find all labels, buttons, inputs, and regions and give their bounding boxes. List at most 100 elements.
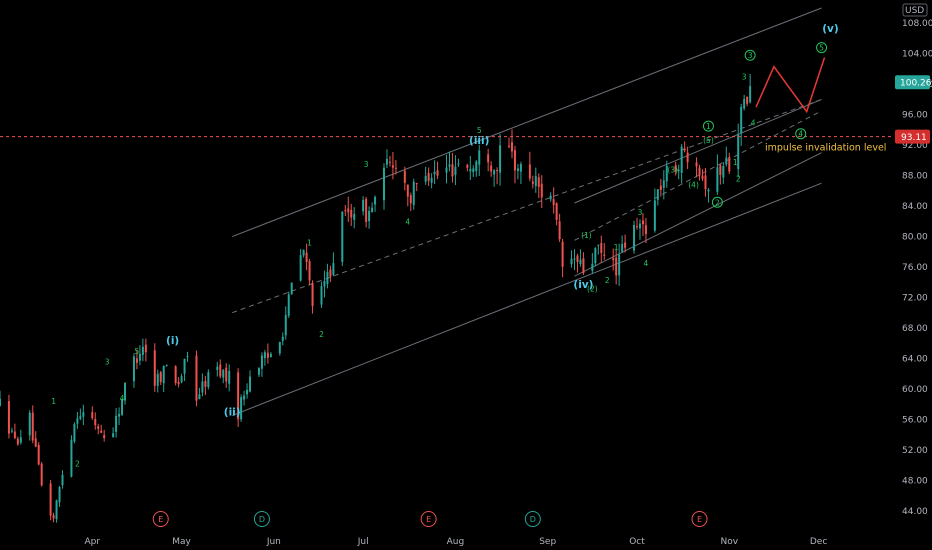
event-marker[interactable] [253,511,270,527]
wave-label: 5 [819,44,824,53]
wave-label: 2 [736,175,741,184]
candle-body [162,366,165,384]
candle-body [94,418,97,426]
event-marker[interactable] [420,511,437,527]
y-tick-label: 76.00 [902,263,928,273]
candle-body [591,263,594,271]
candle-body [513,150,516,171]
candle-body [433,171,436,175]
candle-body [308,261,311,281]
candle-body [281,336,284,341]
candle-body [144,344,147,353]
candle-body [302,249,305,256]
y-tick-label: 68.00 [902,324,928,334]
candle-body [576,255,579,263]
candle-body [603,254,606,256]
event-marker-label: E [426,515,431,524]
wave-circle [816,42,828,54]
candle-body [424,175,427,182]
event-marker[interactable] [152,511,169,527]
wave-label: 4 [120,394,125,403]
channel-line [574,98,822,204]
invalidation-price-label: 93.11 [901,133,927,143]
y-tick-label: 52.00 [902,446,928,456]
last-price-label: 100.26 [900,79,932,89]
candle-body [537,177,540,187]
candle-body [320,286,323,305]
candle-body [305,252,308,262]
candle-body [448,164,451,167]
candle-body [612,258,615,261]
candle-body [31,412,34,441]
candle-body [249,376,252,392]
candle-body [219,364,222,377]
candle-body [222,369,225,378]
candle-body [680,146,683,173]
candle-body [246,389,249,395]
wave-label: 4 [405,217,410,226]
candle-body [350,209,353,218]
wave-label: 2 [75,460,80,469]
channel-line [574,110,822,241]
candle-body [118,414,121,417]
y-tick-label: 108.00 [902,19,932,29]
wave-label: 3 [638,208,643,217]
candle-body [183,358,186,374]
candle-body [19,437,22,443]
x-tick-label: Apr [84,537,100,547]
candle-body [508,145,511,147]
event-marker[interactable] [691,511,708,527]
candle-body [737,134,740,170]
candle-body [743,98,746,109]
candle-body [740,106,743,134]
y-tick-label: 104.00 [902,50,932,60]
candle-body [445,167,448,173]
wave-label: 3 [364,160,369,169]
invalidation-note: impulse invalidation level [765,143,886,154]
candle-body [278,341,281,354]
candle-body [228,371,231,384]
candle-body [269,354,272,358]
wave-label: (1) [581,231,592,240]
candle-body [97,426,100,429]
candle-body [103,434,106,438]
event-marker-label: E [697,515,702,524]
candle-body [665,165,668,182]
wave-circle [795,128,807,140]
candle-body [0,398,1,407]
candle-body [82,412,85,417]
event-marker[interactable] [524,511,541,527]
candle-body [260,355,263,369]
candle-body [659,185,662,191]
candle-body [704,175,707,190]
candle-body [391,165,394,168]
candle-body [284,315,287,336]
candle-body [499,145,502,173]
channel-line [574,152,822,277]
candle-body [436,170,439,176]
candle-body [299,255,302,281]
wave-label: (4) [688,181,699,190]
candle-body [466,164,469,168]
candle-body [454,166,457,175]
candle-body [430,177,433,183]
candle-body [329,269,332,277]
y-tick-label: 84.00 [902,202,928,212]
candle-body [695,162,698,167]
candle-body [365,198,368,222]
candle-body [722,165,725,178]
x-tick-label: Jul [357,537,369,547]
x-tick-label: Aug [447,537,465,547]
candle-body [371,207,374,212]
candle-body [287,294,290,316]
wave-label: 4 [644,259,649,268]
wave-label: 1 [307,239,312,248]
candle-body [58,487,61,503]
candle-body [519,164,522,172]
candle-body [618,254,621,276]
event-marker-label: E [158,515,163,524]
candle-body [388,161,391,163]
wave-label: 2 [605,276,610,285]
y-tick-label: 92.00 [902,141,928,151]
